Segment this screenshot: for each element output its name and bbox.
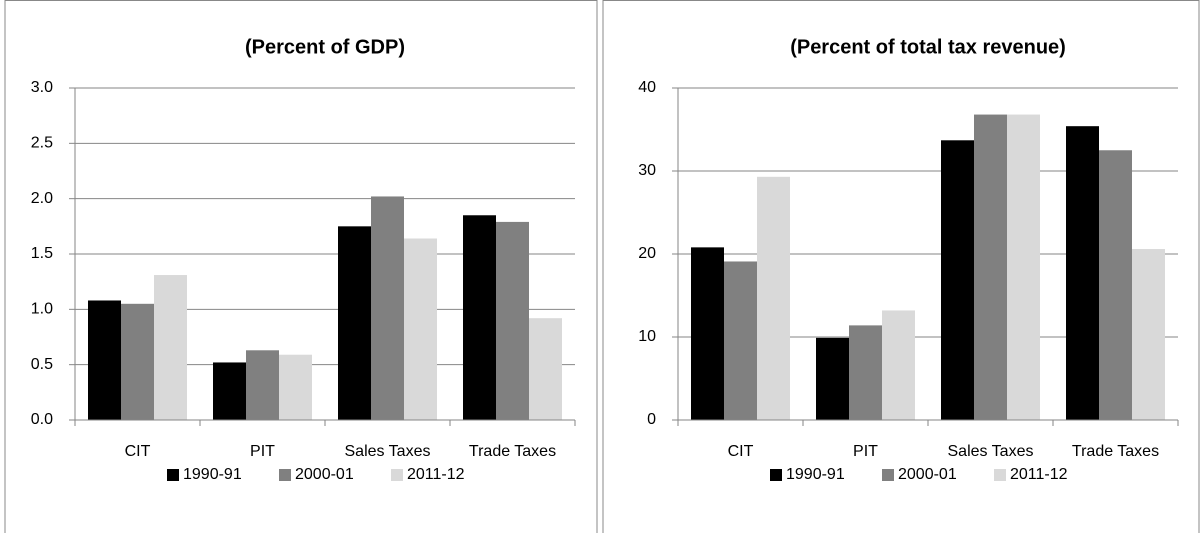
y-tick-label: 3.0: [31, 79, 53, 96]
y-tick-label: 30: [638, 162, 656, 179]
legend-label: 2000-01: [898, 466, 957, 483]
bar: [404, 238, 437, 420]
y-tick-label: 40: [638, 79, 656, 96]
y-tick-label: 20: [638, 245, 656, 262]
x-tick-label: CIT: [728, 443, 754, 460]
legend-swatch: [770, 469, 782, 481]
bar: [816, 337, 849, 420]
bar: [371, 196, 404, 420]
y-tick-label: 1.5: [31, 245, 53, 262]
bar: [279, 354, 312, 420]
legend-label: 2011-12: [407, 466, 465, 483]
bar: [496, 221, 529, 420]
x-tick-label: Trade Taxes: [1072, 443, 1159, 460]
y-tick-label: 0: [647, 411, 656, 428]
y-tick-label: 0.0: [31, 411, 53, 428]
legend-swatch: [994, 469, 1006, 481]
legend-swatch: [391, 469, 403, 481]
bar: [941, 140, 974, 421]
bar: [463, 215, 496, 420]
x-tick-label: Sales Taxes: [345, 443, 431, 460]
bar: [882, 310, 915, 420]
legend-label: 1990-91: [183, 466, 242, 483]
bar: [691, 247, 724, 420]
y-tick-label: 2.0: [31, 190, 53, 207]
bar: [724, 261, 757, 420]
left-panel-border: [4, 0, 598, 538]
x-tick-label: PIT: [853, 443, 878, 460]
bar: [88, 300, 121, 420]
x-tick-label: Trade Taxes: [469, 443, 556, 460]
x-tick-label: Sales Taxes: [948, 443, 1034, 460]
x-tick-label: CIT: [125, 443, 151, 460]
y-tick-label: 10: [638, 328, 656, 345]
right-panel-border: [602, 0, 1200, 538]
chart-title: (Percent of total tax revenue): [790, 36, 1066, 58]
legend-label: 2011-12: [1010, 466, 1068, 483]
y-tick-label: 0.5: [31, 356, 53, 373]
bar: [1066, 126, 1099, 421]
bar: [246, 350, 279, 420]
bar: [529, 318, 562, 420]
bar: [213, 362, 246, 420]
legend-label: 1990-91: [786, 466, 845, 483]
bar: [154, 275, 187, 420]
legend-swatch: [279, 469, 291, 481]
bar: [974, 114, 1007, 420]
x-tick-label: PIT: [250, 443, 275, 460]
legend-swatch: [167, 469, 179, 481]
bar: [338, 226, 371, 420]
bar: [1132, 249, 1165, 420]
bar: [1099, 150, 1132, 420]
y-tick-label: 2.5: [31, 135, 53, 152]
bar: [1007, 114, 1040, 420]
y-tick-label: 1.0: [31, 301, 53, 318]
bar: [849, 325, 882, 420]
legend-swatch: [882, 469, 894, 481]
bar: [757, 176, 790, 420]
chart-title: (Percent of GDP): [245, 36, 405, 58]
bar: [121, 303, 154, 420]
legend-label: 2000-01: [295, 466, 354, 483]
